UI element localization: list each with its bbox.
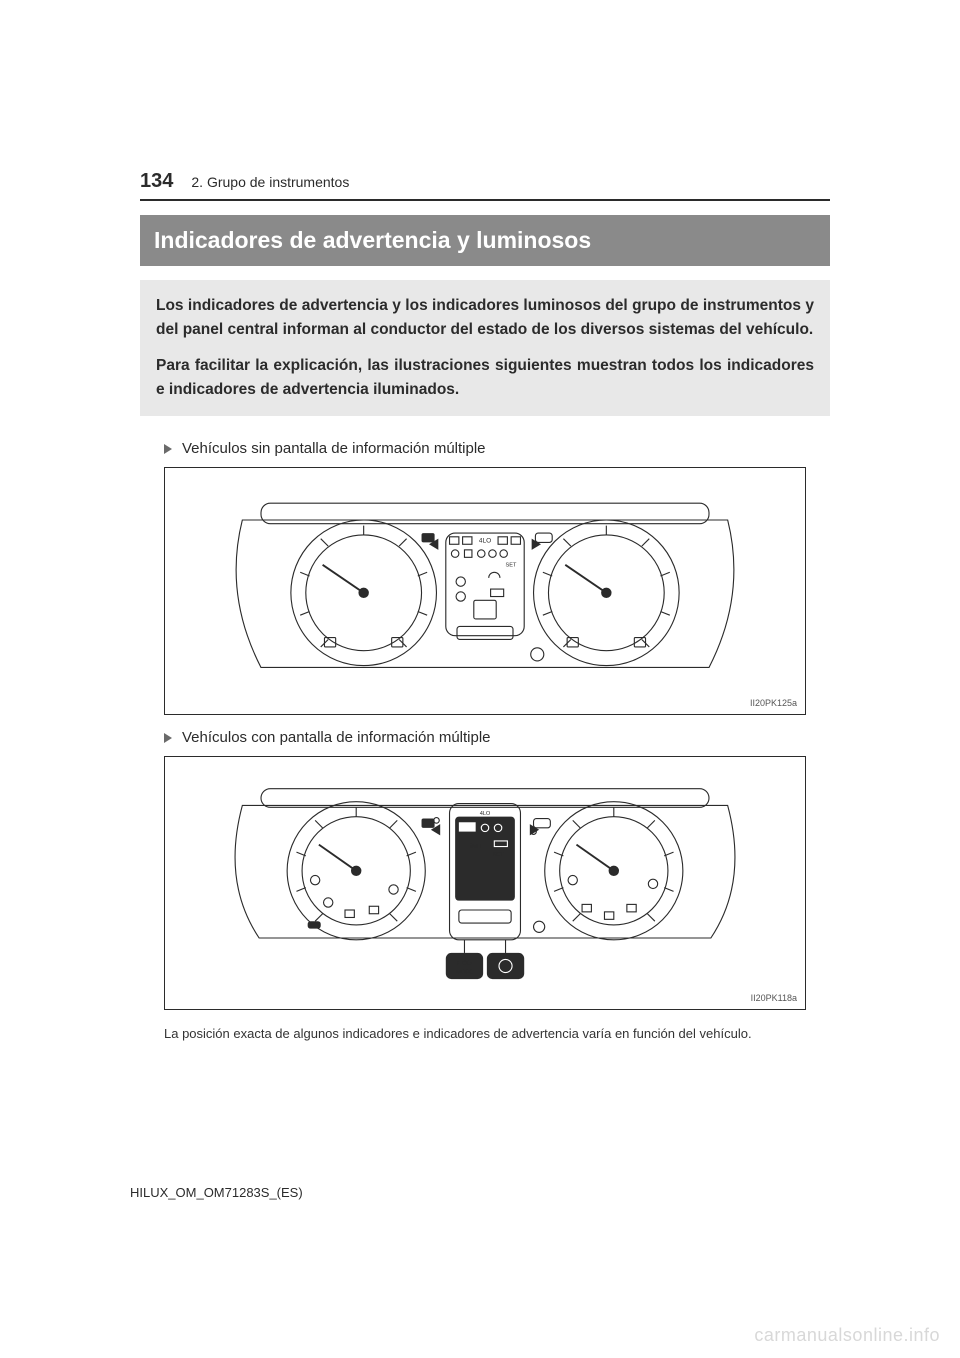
- bullet-text: Vehículos sin pantalla de información mú…: [182, 440, 486, 457]
- bullet-triangle-icon: [164, 444, 172, 454]
- cluster-svg-with: 4LO iMT SET ECO MODE: [205, 773, 765, 991]
- diagram-caption: La posición exacta de algunos indicadore…: [164, 1024, 806, 1044]
- eco-mode-label: ECO: [457, 960, 471, 967]
- eco-mode-label-2: MODE: [456, 970, 473, 976]
- diagram-code-2: II20PK118a: [751, 993, 797, 1003]
- document-code: HILUX_OM_OM71283S_(ES): [130, 1185, 303, 1200]
- page-header: 134 2. Grupo de instrumentos: [140, 170, 830, 201]
- center-4lo-label: 4LO: [480, 811, 491, 817]
- diagram-cluster-without-display: 4LO SET II20PK125a: [164, 467, 806, 715]
- cluster-svg-without: 4LO SET: [205, 485, 765, 695]
- indicator-set-label: SET: [506, 563, 517, 569]
- section-name: 2. Grupo de instrumentos: [191, 174, 349, 190]
- page-number: 134: [140, 170, 173, 193]
- page-title: Indicadores de advertencia y luminosos: [140, 215, 830, 266]
- indicator-4lo-label: 4LO: [479, 537, 491, 544]
- diagram-cluster-with-display: 4LO iMT SET ECO MODE: [164, 756, 806, 1010]
- diagram-code-1: II20PK125a: [750, 698, 797, 708]
- intro-box: Los indicadores de advertencia y los ind…: [140, 280, 830, 416]
- intro-paragraph-2: Para facilitar la explicación, las ilust…: [156, 354, 814, 402]
- set-label-screen: SET: [493, 852, 504, 858]
- watermark: carmanualsonline.info: [754, 1325, 940, 1346]
- bullet-with-display: Vehículos con pantalla de información mú…: [164, 729, 830, 746]
- intro-paragraph-1: Los indicadores de advertencia y los ind…: [156, 294, 814, 342]
- bullet-without-display: Vehículos sin pantalla de información mú…: [164, 440, 830, 457]
- imt-label: iMT: [470, 841, 483, 850]
- bullet-text: Vehículos con pantalla de información mú…: [182, 729, 491, 746]
- bullet-triangle-icon: [164, 733, 172, 743]
